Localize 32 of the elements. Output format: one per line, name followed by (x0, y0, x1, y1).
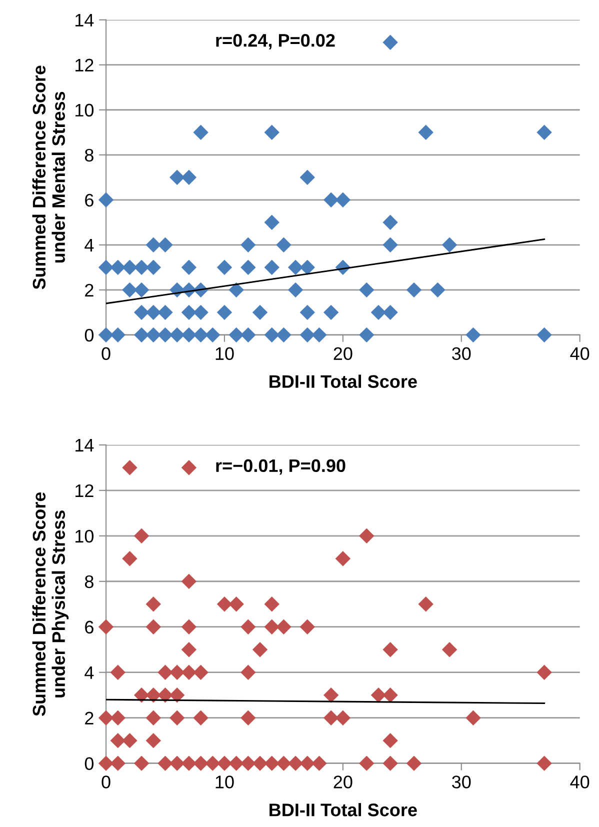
y-axis-title: Summed Difference Score under Physical Stress (32, 492, 69, 716)
y-tick-label: 12 (76, 58, 94, 72)
x-tick-label: 0 (102, 347, 110, 360)
x-tick-label: 10 (216, 347, 234, 360)
y-tick-label: 8 (84, 575, 94, 588)
y-tick-label: 10 (76, 104, 94, 117)
x-axis-title: BDI-II Total Score (270, 803, 417, 816)
y-tick-label: 6 (85, 620, 94, 634)
x-axis-title: BDI-II Total Score (270, 374, 417, 388)
y-tick-label: 8 (84, 148, 94, 162)
y-tick-label: 4 (84, 239, 94, 252)
y-axis-title: Summed Difference Score under Mental Stress (32, 66, 66, 290)
x-tick-label: 20 (334, 776, 352, 788)
y-tick-label: 14 (76, 14, 94, 26)
y-tick-label: 2 (85, 712, 94, 724)
y-tick-label: 4 (84, 666, 94, 679)
x-tick-label: 30 (452, 776, 471, 788)
x-tick-label: 20 (334, 347, 352, 360)
y-tick-label: 14 (76, 439, 94, 452)
x-tick-label: 40 (570, 776, 590, 788)
x-tick-label: 30 (452, 347, 471, 360)
x-tick-label: 10 (216, 776, 234, 788)
y-tick-label: 6 (85, 194, 94, 207)
y-tick-label: 2 (85, 284, 94, 296)
y-tick-label: 0 (84, 328, 94, 342)
x-tick-label: 40 (570, 347, 590, 360)
x-tick-label: 0 (102, 776, 110, 788)
y-tick-label: 12 (76, 484, 94, 497)
y-tick-label: 0 (84, 757, 94, 770)
annotation: r=0.24, P=0.02 (216, 34, 335, 50)
annotation: r=−0.01, P=0.90 (216, 459, 346, 475)
y-tick-label: 10 (76, 530, 94, 543)
